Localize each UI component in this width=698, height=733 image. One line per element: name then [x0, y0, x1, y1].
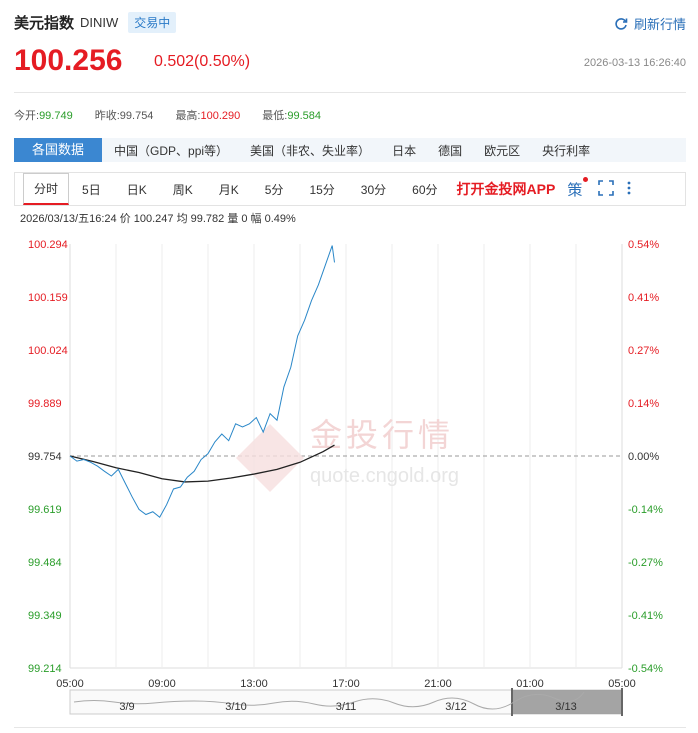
period-tab[interactable]: 5分 — [264, 182, 284, 197]
stat-label: 昨收: — [94, 110, 120, 122]
stat-label: 今开: — [14, 110, 40, 122]
navigator-date-label: 3/9 — [119, 701, 134, 713]
open-app-link[interactable]: 打开金投网APP — [456, 181, 556, 197]
period-tab[interactable]: 周K — [172, 182, 193, 197]
last-price: 100.256 — [14, 44, 123, 77]
y-tick-label: 99.754 — [28, 451, 62, 463]
strategy-button[interactable]: 策 — [567, 176, 589, 200]
stat-item: 昨收:99.754 — [95, 107, 154, 123]
y-tick-label-right: 0.14% — [628, 398, 659, 410]
x-tick-label: 09:00 — [148, 678, 176, 690]
stat-value: 99.754 — [119, 110, 154, 122]
country-tab[interactable]: 德国 — [438, 143, 463, 158]
period-tab[interactable]: 30分 — [360, 182, 387, 197]
x-tick-label: 17:00 — [332, 678, 360, 690]
navigator-selection[interactable] — [512, 690, 622, 714]
refresh-button[interactable]: 刷新行情 — [614, 14, 686, 33]
stat-label: 最高: — [175, 110, 201, 122]
instrument-code: DINIW — [80, 15, 119, 30]
country-tab[interactable]: 中国（GDP、ppi等） — [114, 143, 229, 158]
x-tick-label: 05:00 — [608, 678, 636, 690]
quote-timestamp: 2026-03-13 16:26:40 — [583, 57, 686, 69]
country-tab[interactable]: 日本 — [392, 143, 417, 158]
divider — [14, 727, 686, 728]
period-tab[interactable]: 60分 — [412, 182, 438, 197]
y-tick-label-right: -0.27% — [628, 557, 663, 569]
watermark-logo — [236, 424, 304, 492]
y-tick-label-right: 0.54% — [628, 239, 659, 251]
period-tab[interactable]: 分时 — [23, 173, 70, 205]
stat-value: 99.749 — [39, 110, 73, 122]
y-tick-label: 100.024 — [28, 345, 68, 357]
stat-item: 今开:99.749 — [14, 107, 73, 123]
navigator-date-label: 3/10 — [225, 701, 246, 713]
y-tick-label: 99.484 — [28, 557, 62, 569]
x-tick-label: 01:00 — [516, 678, 544, 690]
stat-value: 99.584 — [287, 110, 321, 122]
chart-controls: 分时 5日 日K 周K 月K 5分 15分 30分 60分 打开金投网APP 策 — [14, 172, 686, 206]
instrument-name: 美元指数 — [14, 15, 75, 32]
navigator-sparkline — [73, 691, 585, 710]
divider — [14, 92, 686, 93]
y-tick-label-right: -0.14% — [628, 504, 663, 516]
country-tab[interactable]: 美国（非农、失业率） — [250, 143, 371, 158]
stats-row: 今开:99.749 昨收:99.754 最高:100.290 最低:99.584 — [14, 107, 343, 123]
notification-dot — [583, 176, 589, 182]
watermark-url: quote.cngold.org — [310, 465, 459, 487]
x-tick-label: 21:00 — [424, 678, 452, 690]
y-tick-label: 99.619 — [28, 504, 62, 516]
period-tab[interactable]: 15分 — [309, 182, 335, 197]
average-price-line — [69, 444, 335, 483]
period-tabs: 分时 5日 日K 周K 月K 5分 15分 30分 60分 — [15, 173, 451, 205]
refresh-icon — [615, 17, 628, 30]
period-tab[interactable]: 月K — [218, 182, 239, 197]
country-tab[interactable]: 央行利率 — [542, 143, 591, 158]
stat-item: 最高:100.290 — [175, 107, 240, 123]
price-line — [69, 245, 335, 519]
y-tick-label: 99.214 — [28, 663, 62, 675]
y-tick-label-right: -0.41% — [628, 610, 663, 622]
price-change: 0.502(0.50%) — [154, 53, 251, 70]
y-tick-label-right: -0.54% — [628, 663, 663, 675]
refresh-label: 刷新行情 — [633, 17, 686, 32]
y-tick-label-right: 0.00% — [628, 451, 659, 463]
x-tick-label: 13:00 — [240, 678, 268, 690]
strategy-label: 策 — [567, 181, 583, 199]
fullscreen-icon[interactable] — [598, 179, 615, 199]
period-tab[interactable]: 5日 — [82, 182, 101, 197]
y-tick-label-right: 0.41% — [628, 292, 659, 304]
period-tab[interactable]: 日K — [126, 182, 147, 197]
watermark-title: 金投行情 — [310, 416, 454, 454]
x-tick-label: 05:00 — [56, 678, 84, 690]
y-tick-label: 100.159 — [28, 292, 68, 304]
navigator-date-label: 3/12 — [445, 701, 466, 713]
trading-status-badge: 交易中 — [128, 12, 177, 33]
stat-item: 最低:99.584 — [262, 107, 321, 123]
navigator-date-label: 3/11 — [336, 701, 357, 713]
y-tick-label: 99.889 — [28, 398, 62, 410]
intraday-chart[interactable]: 100.294 0.54% 100.159 0.41% 100.024 0.27% 99.8… — [0, 232, 698, 722]
stat-label: 最低: — [262, 110, 288, 122]
crosshair-info: 2026/03/13/五16:24 价 100.247 均 99.782 量 0… — [20, 213, 296, 225]
navigator-date-label: 3/13 — [555, 701, 576, 713]
y-tick-label: 100.294 — [28, 239, 68, 251]
country-tab[interactable]: 欧元区 — [484, 143, 521, 158]
y-tick-label: 99.349 — [28, 610, 62, 622]
y-tick-label-right: 0.27% — [628, 345, 659, 357]
stat-value: 100.290 — [200, 110, 241, 122]
quote-header: 美元指数 DINIW 交易中 — [14, 12, 177, 33]
country-tabs: 各国数据 中国（GDP、ppi等） 美国（非农、失业率） 日本 德国 欧元区 央行利率 — [14, 138, 686, 162]
country-tab[interactable]: 各国数据 — [14, 138, 103, 162]
more-menu-icon[interactable] — [626, 180, 632, 199]
